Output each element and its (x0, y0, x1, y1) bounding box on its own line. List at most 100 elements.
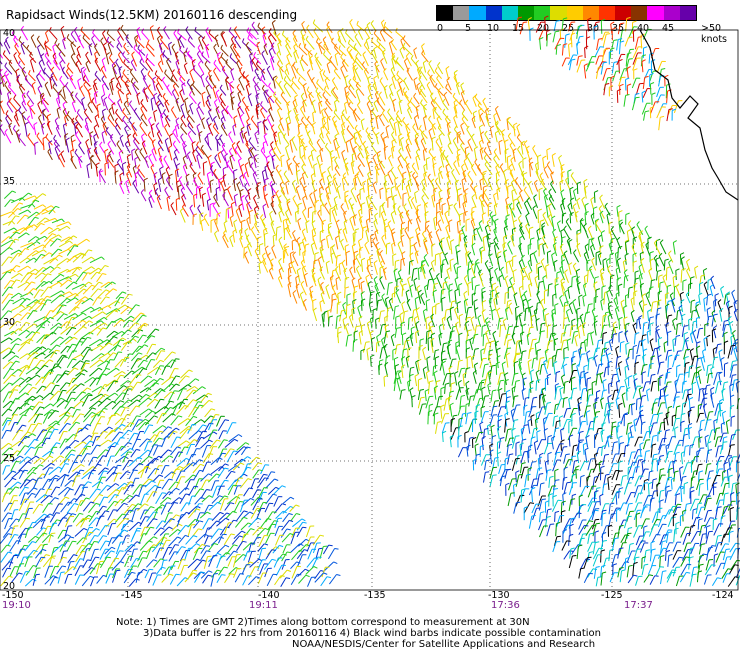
wind-barb (497, 318, 500, 330)
wind-barb-tick (572, 275, 577, 278)
legend-label-0: 0 (436, 23, 444, 34)
wind-barb-tick (542, 275, 547, 279)
wind-barb-tick (271, 42, 275, 47)
wind-barb-tick (518, 243, 523, 247)
wind-barb-tick (707, 293, 712, 296)
wind-barb-tick (334, 52, 339, 56)
wind-barb-tick (333, 173, 337, 177)
wind-barb-tick (383, 145, 388, 149)
wind-barb (356, 195, 362, 209)
wind-barb (567, 205, 573, 216)
wind-barb (298, 46, 308, 56)
wind-barb (209, 168, 218, 179)
legend-swatch (485, 6, 502, 20)
wind-barb-tick (519, 285, 524, 289)
wind-barb (311, 124, 316, 135)
wind-barb-tick (96, 103, 101, 107)
wind-barb-tick (246, 118, 250, 122)
wind-barb (664, 294, 667, 305)
wind-barb (225, 79, 229, 91)
wind-barb-tick (246, 123, 251, 127)
wind-barb-tick (449, 283, 454, 286)
wind-barb-tick (372, 181, 377, 185)
wind-barb (311, 80, 317, 89)
wind-barb-tick (207, 171, 211, 175)
wind-barb-tick (493, 227, 498, 231)
wind-barb (648, 287, 651, 298)
wind-barb-tick (410, 196, 415, 201)
wind-barb-tick (85, 60, 90, 64)
wind-barb-tick (535, 168, 540, 172)
wind-barb-tick (299, 144, 304, 148)
wind-barb-tick (62, 108, 67, 112)
wind-barb-tick (527, 359, 532, 363)
wind-barb (225, 62, 233, 71)
wind-barb-tick (423, 115, 428, 119)
wind-barb-tick (467, 329, 472, 332)
wind-barb (415, 323, 420, 336)
wind-barb (448, 221, 451, 233)
wind-barb-tick (542, 242, 547, 246)
wind-barb-tick (150, 123, 155, 127)
wind-barb-tick (128, 116, 132, 121)
wind-barb (294, 97, 298, 107)
wind-barb (606, 292, 610, 303)
wind-barb-tick (134, 171, 139, 175)
wind-barb-tick (413, 47, 418, 51)
wind-barb-tick (617, 277, 622, 280)
wind-barb (364, 148, 369, 160)
wind-barb-tick (172, 140, 176, 145)
wind-barb-tick (553, 360, 558, 364)
wind-barb-tick (290, 251, 295, 255)
wind-barb-tick (332, 177, 337, 181)
wind-barb-tick (563, 363, 568, 367)
wind-barb-tick (99, 141, 103, 146)
wind-barb (262, 206, 267, 219)
wind-barb (415, 107, 420, 119)
wind-barb (496, 310, 501, 323)
wind-barb-tick (70, 134, 75, 138)
wind-barb-tick (528, 157, 533, 161)
wind-barb (434, 70, 442, 80)
wind-barb (384, 364, 389, 377)
wind-barb (307, 133, 314, 145)
wind-barb-tick (220, 44, 223, 49)
wind-barb-tick (182, 141, 186, 145)
wind-barb-tick (333, 195, 338, 200)
wind-barb (373, 221, 379, 234)
wind-barb-tick (594, 354, 598, 359)
wind-barb-tick (501, 129, 506, 133)
wind-barb (446, 80, 452, 91)
wind-barb (388, 120, 395, 131)
wind-barb-tick (319, 245, 324, 249)
wind-barb (278, 269, 283, 280)
wind-barb (256, 63, 266, 74)
wind-barb (285, 147, 290, 160)
wind-barb (334, 268, 342, 282)
wind-barb-tick (103, 42, 107, 46)
wind-barb-tick (456, 250, 461, 253)
wind-barb (118, 68, 123, 80)
wind-barb-tick (527, 298, 532, 302)
wind-barb-tick (504, 372, 509, 376)
wind-barb-tick (461, 110, 465, 114)
wind-barb (325, 263, 329, 274)
wind-barb-tick (189, 102, 194, 106)
wind-barb-tick (371, 37, 374, 42)
wind-barb (157, 149, 163, 162)
wind-barb-tick (494, 242, 499, 246)
wind-barb-tick (268, 47, 273, 52)
wind-barb-tick (426, 370, 431, 374)
wind-barb (478, 110, 481, 122)
wind-barb-tick (407, 276, 412, 280)
wind-barb-tick (340, 203, 344, 207)
wind-barb-tick (261, 26, 266, 30)
wind-barb (561, 200, 566, 210)
wind-barb-tick (675, 283, 680, 287)
wind-barb-tick (85, 51, 89, 56)
wind-barb-tick (354, 33, 358, 38)
wind-barb-tick (467, 306, 473, 309)
wind-barb-tick (690, 276, 695, 279)
wind-barb-tick (540, 330, 545, 333)
wind-barb-tick (126, 92, 131, 96)
